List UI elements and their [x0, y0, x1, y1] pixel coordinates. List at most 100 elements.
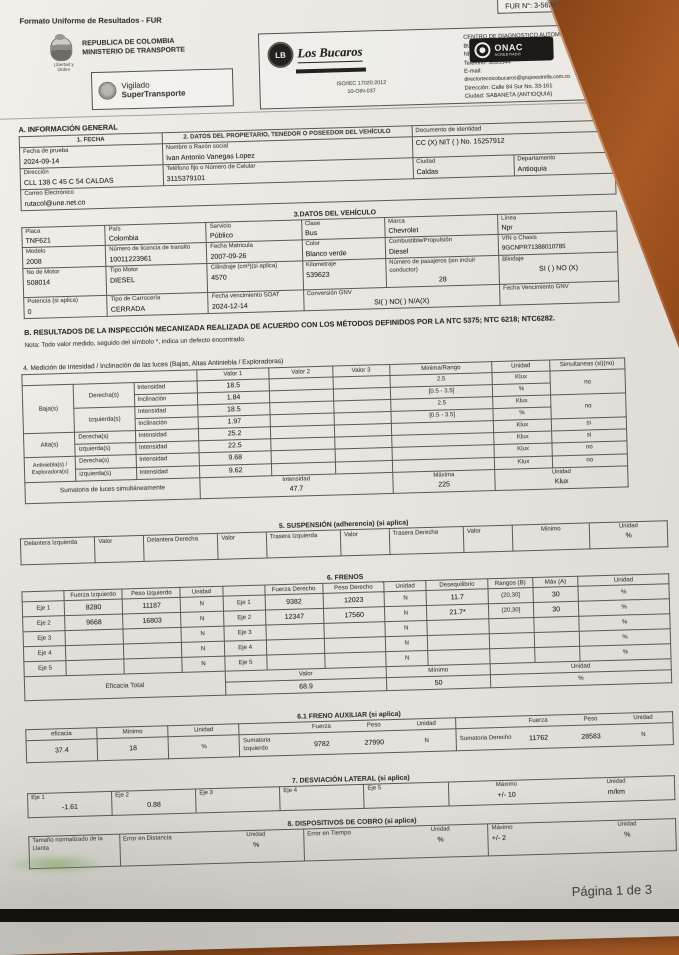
group-bajas: Baja(s) [22, 384, 75, 434]
empty-cell [323, 622, 386, 639]
side-derecha: Derecha(s) [73, 382, 135, 409]
desv-eje3: Eje 3 [195, 786, 281, 814]
brand-area: LB Los Bucaros ONAC ACREDITADO ISO/IEC 1… [259, 29, 554, 109]
aux-der-peso-header: Peso [583, 715, 598, 724]
aux-sumatoria-izq-label: Sumatoria Izquierdo [243, 737, 271, 752]
field-gnv-vencimiento: Fecha Vencimiento GNV [499, 281, 620, 306]
field-clase: Clase Bus [301, 217, 386, 241]
antiniebla-line2: Exploradora(s) [31, 469, 69, 477]
desv-eje1: Eje 1 -1.61 [27, 791, 113, 819]
vin-value: 9GCNPR71388010785 [501, 243, 566, 253]
side-izquierda: Izquierda(s) [74, 406, 135, 433]
field-tipo-motor: Tipo Motor DIESEL [106, 263, 209, 296]
error-distancia-unidad-value: % [252, 841, 260, 850]
eje2-unidad-1: N [181, 611, 224, 628]
desv-unidad-value: m/km [607, 788, 626, 797]
error-distancia-label: Error en Distancia [122, 834, 172, 843]
empty-cell [488, 617, 535, 635]
aux-der-values: Sumatoria Derecho 11762 28583 N [456, 722, 674, 752]
aux-izq-unidad-value: N [424, 736, 430, 744]
eje1-desequilibrio: 11.7 [426, 589, 489, 606]
brakes-table: Fuerza Izquierdo Peso Izquierdo Unidad F… [21, 573, 672, 702]
susp-trasera-der: Trasera Derecha [388, 525, 465, 555]
empty-cell [489, 647, 536, 665]
eje1-fuerza-der: 9382 [264, 593, 324, 611]
eje1-rangos: (20,30] [487, 587, 534, 605]
eje3-label: Eje 3 [23, 631, 66, 648]
eje2-max: 30 [533, 601, 580, 618]
susp-valor-1: Valor [94, 534, 144, 563]
onac-subtitle: ACREDITADO [494, 51, 521, 57]
field-ciudad: Ciudad Caldas [412, 154, 515, 179]
empty-cell [123, 627, 182, 645]
lights-table: Valor 1 Valor 2 Valor 3 Minima/Rango Uni… [21, 357, 629, 504]
vigilado-line2: SuperTransporte [121, 88, 186, 100]
motto-text: Libertad y Orden [53, 61, 74, 73]
field-cilindraje: Cilindraje (cm³)(si aplica) 4570 [207, 261, 304, 293]
empty-cell [124, 657, 183, 675]
departamento-value: Antioquia [517, 165, 547, 173]
eje3-unidad-2: N [385, 620, 428, 638]
aux-der-unidad-value: N [641, 730, 646, 738]
group-antiniebla: Antiniebla(s) / Exploradora(s) [24, 456, 77, 483]
susp-valor-2: Valor [217, 531, 267, 559]
field-licencia: Número de licencia de transito 1001122396… [105, 243, 208, 267]
desv-eje2: Eje 2 0.88 [111, 789, 197, 816]
eje4-unidad-2: N [385, 635, 429, 653]
kilometraje-value: 539623 [306, 271, 330, 280]
eje2-desequilibrio: 21.7* [426, 604, 489, 621]
servicio-value: Público [209, 232, 234, 241]
sumatoria-intensidad: Intensidad 47.7 [199, 472, 394, 499]
field-no-motor: No de Motor 508014 [22, 266, 107, 298]
eje1-peso-izq: 11187 [122, 597, 182, 615]
aux-minimo-value: 18 [97, 737, 169, 762]
desv-eje4: Eje 4 [279, 784, 365, 811]
cilindraje-value: 4570 [211, 274, 227, 283]
ministry-text: REPUBLICA DE COLOMBIA MINISTERIO DE TRAN… [82, 34, 185, 59]
aux-der-unidad-header: Unidad [633, 714, 653, 722]
color-value: Blanco verde [305, 250, 347, 259]
eje4-unidad-1: N [181, 641, 225, 658]
eje2-peso-izq: 16803 [122, 612, 182, 630]
placa-value: TNF621 [25, 237, 52, 246]
eje3-label-der: Eje 3 [223, 625, 266, 642]
field-modelo: Modelo 2008 [22, 245, 107, 270]
form-title: Formato Uniforme de Resultados - FUR [19, 15, 162, 26]
field-placa: Placa TNF621 [21, 224, 106, 249]
onac-logo-icon [474, 42, 491, 59]
sumatoria-label: Sumatoria de luces simultáneamente [24, 477, 201, 504]
empty-cell [533, 616, 580, 633]
susp-delantera-der: Delantera Derecha [143, 532, 219, 561]
brand-name: Los Bucaros [297, 44, 363, 63]
empty-cell [265, 623, 325, 641]
sumatoria-unidad: Unidad Klux [494, 465, 629, 491]
cobro-unidad-value: % [624, 831, 631, 839]
vigilado-box: Vigilado SuperTransporte [90, 68, 234, 111]
field-kilometraje: Kilometraje 539623 [302, 258, 387, 290]
cobro-unidad: Unidad % [582, 821, 673, 841]
field-potencia: Potencia (si aplica) 0 [23, 295, 108, 319]
susp-valor-4: Valor [463, 524, 513, 552]
cobro-maximo-cell: Máximo +/- 2 Unidad % [487, 818, 677, 857]
aux-sumatoria-der-label: Sumatoria Derecho [459, 734, 512, 743]
eje1-peso-der: 12023 [322, 592, 385, 609]
baja-izq-sim: no [550, 392, 627, 420]
eje1-label-der: Eje 1 [222, 595, 266, 612]
eje4-label-der: Eje 4 [223, 640, 267, 657]
eje2-unidad-2: N [384, 605, 428, 623]
empty-cell [534, 646, 581, 663]
tipo-motor-value: DIESEL [109, 277, 136, 285]
brand-row: LB Los Bucaros [267, 37, 454, 69]
aux-unidad-value: % [168, 735, 241, 760]
onac-text: ONAC ACREDITADO [494, 41, 524, 57]
brand-underbar [295, 67, 367, 74]
los-bucaros-logo-icon: LB [267, 41, 294, 69]
aux-izq-peso-value: 27990 [364, 738, 385, 747]
onac-name: ONAC [494, 41, 524, 53]
eje1-unidad-1: N [180, 596, 224, 613]
aux-der-peso-value: 28583 [581, 732, 601, 741]
aux-der-fuerza-value: 11762 [529, 734, 549, 742]
desv-eje5-label: Eje 5 [367, 785, 382, 793]
eje5-label: Eje 5 [23, 661, 67, 678]
field-blindaje: Blindaje SI ( ) NO (X) [498, 252, 619, 285]
